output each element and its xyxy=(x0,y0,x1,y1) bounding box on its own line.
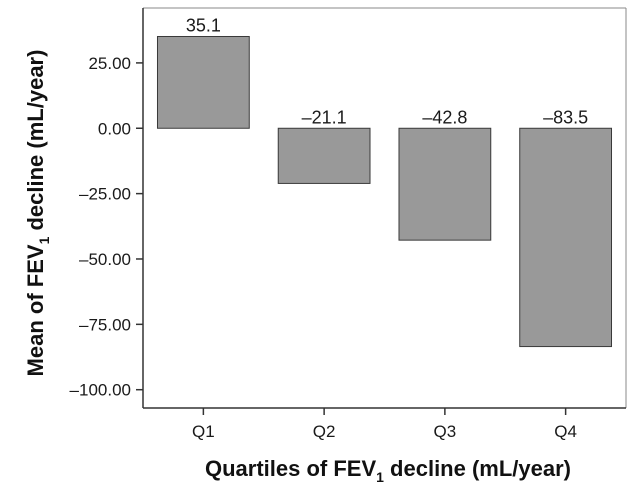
y-tick-label: –75.00 xyxy=(79,315,131,334)
y-tick-label: 25.00 xyxy=(88,54,131,73)
x-axis-title: Quartiles of FEV1 decline (mL/year) xyxy=(205,456,571,483)
data-label-q3: –42.8 xyxy=(422,107,467,127)
bar-q3 xyxy=(398,127,492,241)
x-tick-label-q2: Q2 xyxy=(313,422,336,441)
y-tick-label: 0.00 xyxy=(98,119,131,138)
y-tick-label: –25.00 xyxy=(79,185,131,204)
data-label-q1: 35.1 xyxy=(186,15,221,35)
y-tick-label: –100.00 xyxy=(70,381,131,400)
y-axis-title: Mean of FEV1 decline (mL/year) xyxy=(23,50,52,377)
x-tick-label-q4: Q4 xyxy=(554,422,577,441)
data-label-q4: –83.5 xyxy=(543,107,588,127)
y-tick-label: –50.00 xyxy=(79,250,131,269)
bar-q4 xyxy=(519,127,613,348)
bar-q1 xyxy=(156,35,250,129)
data-label-q2: –21.1 xyxy=(302,107,347,127)
bar-q2 xyxy=(277,127,371,184)
x-tick-label-q1: Q1 xyxy=(192,422,215,441)
x-tick-label-q3: Q3 xyxy=(434,422,457,441)
